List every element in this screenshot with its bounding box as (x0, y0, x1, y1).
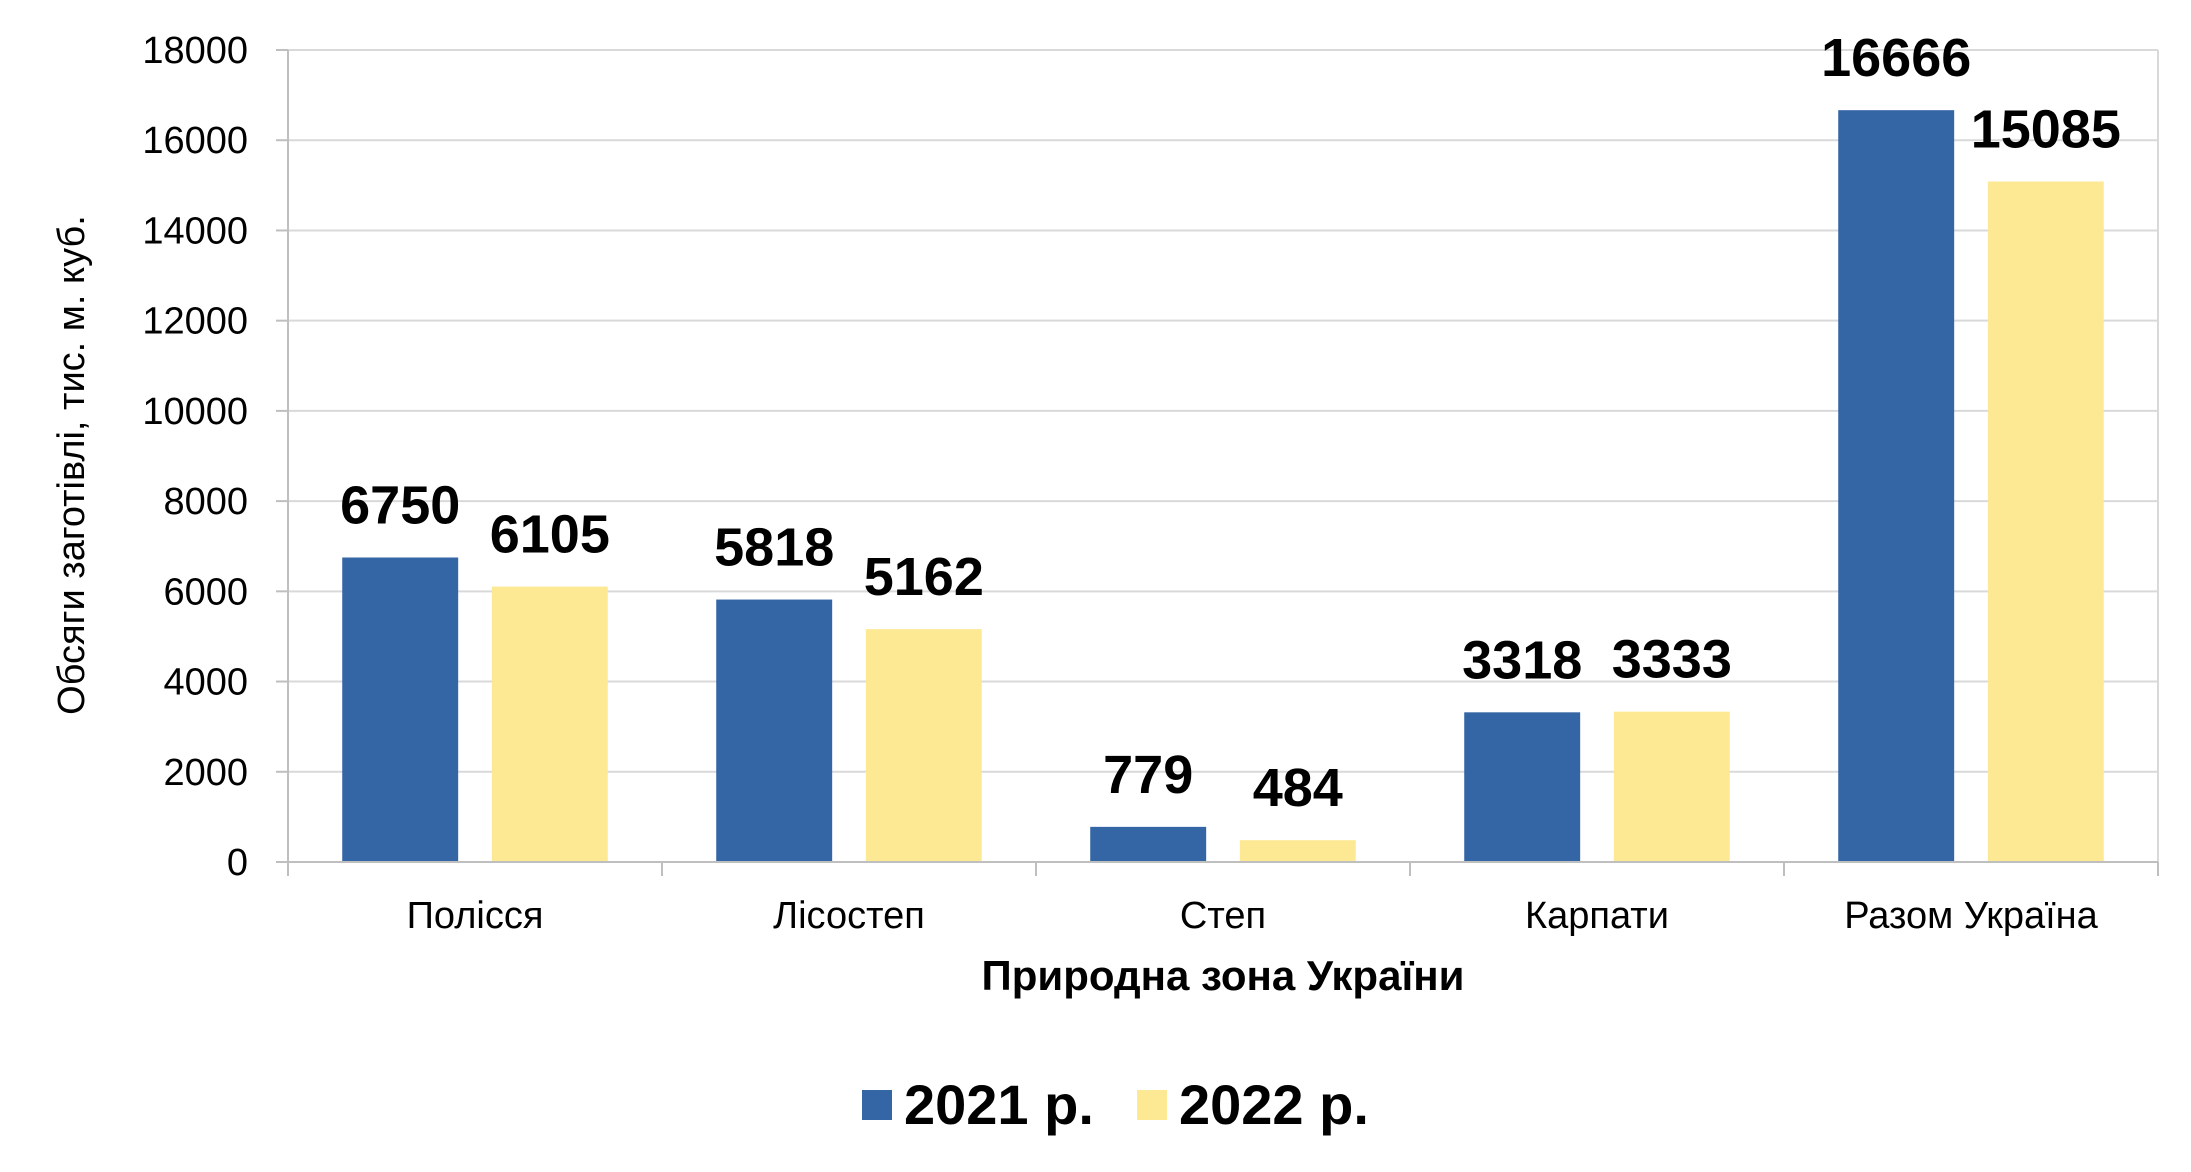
bar-series-1 (1090, 826, 1207, 862)
y-tick-label: 10000 (142, 391, 248, 433)
y-tick-label: 12000 (142, 301, 248, 343)
bar-series-2 (1987, 181, 2104, 862)
x-tick-label: Степ (1180, 895, 1266, 937)
data-label: 6105 (490, 505, 610, 565)
y-tick-label: 16000 (142, 120, 248, 162)
y-tick-label: 0 (227, 842, 248, 884)
data-label: 779 (1103, 745, 1193, 805)
bar-series-2 (865, 629, 982, 862)
y-tick-label: 18000 (142, 30, 248, 72)
x-tick-label: Карпати (1525, 895, 1669, 937)
data-label: 5818 (714, 518, 834, 578)
bar-series-2 (491, 586, 608, 862)
x-tick-label: Разом Україна (1844, 895, 2098, 937)
legend-swatch (862, 1090, 892, 1120)
bar-series-2 (1239, 840, 1356, 862)
axes: 0 2000 4000 6000 8000 10000 12000 14000 16000 180… (142, 30, 2159, 937)
data-label: 6750 (340, 476, 460, 536)
bar-series-2 (1613, 711, 1730, 862)
bar-series-1 (1838, 110, 1955, 862)
y-tick-label: 4000 (163, 662, 248, 704)
y-tick-label: 6000 (163, 571, 248, 613)
legend-label: 2022 р. (1179, 1073, 1369, 1136)
legend: 2021 р. 2022 р. (862, 1073, 1369, 1136)
bars (342, 110, 2104, 862)
x-axis-title: Природна зона України (982, 952, 1465, 999)
bar-series-1 (1464, 712, 1581, 862)
data-label: 15085 (1971, 99, 2121, 159)
bar-series-1 (342, 557, 459, 862)
data-label: 484 (1253, 758, 1343, 818)
x-tick-label: Лісостеп (773, 895, 925, 937)
legend-swatch (1137, 1090, 1167, 1120)
y-tick-label: 2000 (163, 752, 248, 794)
data-label: 16666 (1821, 28, 1971, 88)
x-tick-label: Полісся (407, 895, 544, 937)
legend-label: 2021 р. (904, 1073, 1094, 1136)
y-axis-title: Обсяги заготівлі, тис. м. куб. (51, 215, 93, 715)
data-label: 3318 (1462, 630, 1582, 690)
y-tick-label: 8000 (163, 481, 248, 523)
bar-series-1 (716, 599, 833, 862)
data-label: 3333 (1612, 630, 1732, 690)
y-tick-label: 14000 (142, 210, 248, 252)
data-label: 5162 (864, 547, 984, 607)
